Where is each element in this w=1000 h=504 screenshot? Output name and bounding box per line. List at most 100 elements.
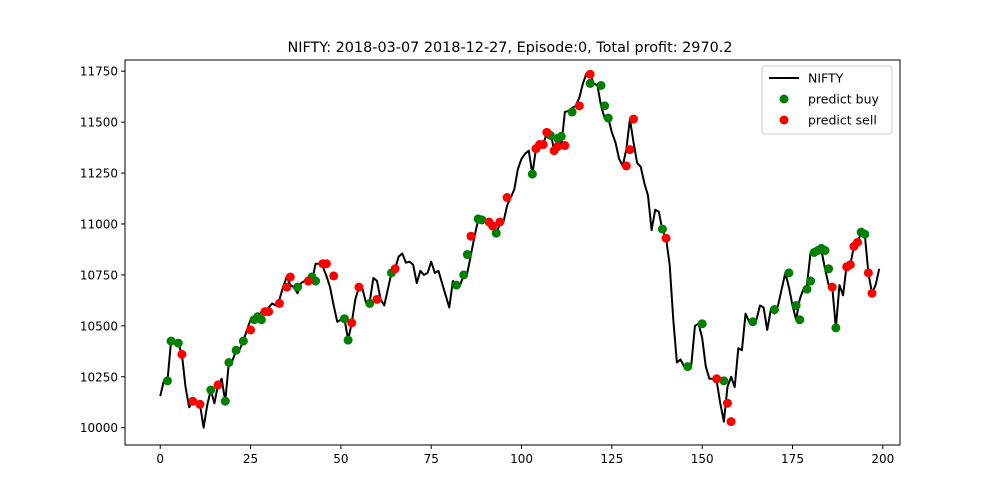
sell-marker <box>188 396 198 406</box>
x-tick-label: 75 <box>424 452 439 466</box>
buy-marker <box>256 315 266 325</box>
y-tick-label: 11250 <box>80 167 118 181</box>
legend: NIFTY predict buy predict sell <box>761 65 893 135</box>
sell-marker <box>553 142 563 152</box>
x-tick-label: 50 <box>333 452 348 466</box>
sell-marker <box>585 69 595 79</box>
axes: 0 25 50 75 100 125 150 175 200 10000 10250 10500 107… <box>80 65 894 466</box>
buy-marker <box>806 276 816 286</box>
y-tick-label: 10000 <box>80 421 118 435</box>
buy-marker <box>206 385 216 395</box>
sell-marker <box>560 141 570 151</box>
buy-marker <box>311 276 321 286</box>
buy-marker <box>596 80 606 90</box>
y-tick-label: 10250 <box>80 370 118 384</box>
buy-marker <box>451 280 461 290</box>
sell-marker <box>574 101 584 111</box>
sell-marker <box>661 233 671 243</box>
buy-marker <box>166 336 176 346</box>
y-tick-label: 11000 <box>80 217 118 231</box>
sell-marker <box>177 349 187 359</box>
legend-sell-swatch <box>779 115 789 125</box>
sell-marker <box>282 282 292 292</box>
buy-marker <box>791 300 801 310</box>
sell-marker <box>329 271 339 281</box>
sell-marker <box>827 282 837 292</box>
buy-marker <box>527 169 537 179</box>
chart-title: NIFTY: 2018-03-07 2018-12-27, Episode:0,… <box>288 40 733 56</box>
sell-marker <box>625 145 635 155</box>
buy-marker <box>795 315 805 325</box>
buy-marker <box>491 228 501 238</box>
buy-marker <box>784 268 794 278</box>
buy-marker <box>860 229 870 239</box>
plot-area <box>159 69 881 429</box>
legend-label: predict buy <box>808 92 880 107</box>
buy-marker <box>459 270 469 280</box>
y-tick-label: 11750 <box>80 65 118 79</box>
x-tick-label: 125 <box>600 452 623 466</box>
series-line-nifty <box>159 72 881 429</box>
buy-marker <box>824 264 834 274</box>
buy-marker <box>719 376 729 386</box>
buy-marker <box>567 107 577 117</box>
sell-marker <box>495 217 505 227</box>
y-tick-label: 10750 <box>80 268 118 282</box>
sell-marker <box>629 114 639 124</box>
x-tick-label: 200 <box>871 452 894 466</box>
legend-buy-swatch <box>779 94 789 104</box>
sell-marker <box>712 374 722 384</box>
buy-marker <box>462 250 472 260</box>
buy-marker <box>224 358 234 367</box>
sell-marker <box>246 325 256 335</box>
buy-marker <box>343 335 353 345</box>
buy-marker <box>603 113 613 123</box>
buy-marker <box>238 336 248 346</box>
y-tick-label: 11500 <box>80 116 118 130</box>
legend-label: predict sell <box>808 113 877 128</box>
sell-marker <box>213 380 223 390</box>
buy-marker <box>683 362 693 372</box>
buy-marker <box>697 319 707 329</box>
sell-marker <box>722 398 732 408</box>
x-tick-label: 175 <box>781 452 804 466</box>
buy-marker <box>477 215 487 225</box>
sell-marker <box>264 307 274 317</box>
x-tick-label: 100 <box>510 452 533 466</box>
buy-marker <box>600 101 610 111</box>
y-tick-label: 10500 <box>80 319 118 333</box>
sell-marker <box>195 399 205 409</box>
buy-marker <box>556 131 566 141</box>
sell-marker <box>321 259 331 269</box>
buy-marker <box>293 282 303 292</box>
sell-marker <box>845 260 855 270</box>
sell-marker <box>390 264 400 274</box>
sell-marker <box>502 193 512 202</box>
buy-marker <box>220 396 230 406</box>
sell-marker <box>274 298 284 308</box>
sell-marker <box>538 140 548 150</box>
sell-marker <box>863 268 873 278</box>
sell-marker <box>621 161 631 171</box>
buy-marker <box>657 224 667 234</box>
buy-marker <box>748 317 758 327</box>
x-tick-label: 0 <box>156 452 164 466</box>
buy-marker <box>173 338 183 348</box>
buy-marker <box>802 284 812 294</box>
sell-marker <box>285 272 295 282</box>
buy-marker <box>365 298 375 308</box>
legend-label: NIFTY <box>808 71 844 86</box>
buy-marker <box>231 345 241 355</box>
sell-marker <box>354 282 364 292</box>
buy-marker <box>820 245 830 255</box>
sell-marker <box>488 221 498 231</box>
buy-marker <box>585 78 595 88</box>
sell-marker <box>542 127 552 137</box>
buy-marker <box>769 305 779 315</box>
sell-marker <box>867 288 877 298</box>
x-tick-label: 25 <box>243 452 258 466</box>
sell-marker <box>466 231 476 241</box>
x-tick-label: 150 <box>691 452 714 466</box>
